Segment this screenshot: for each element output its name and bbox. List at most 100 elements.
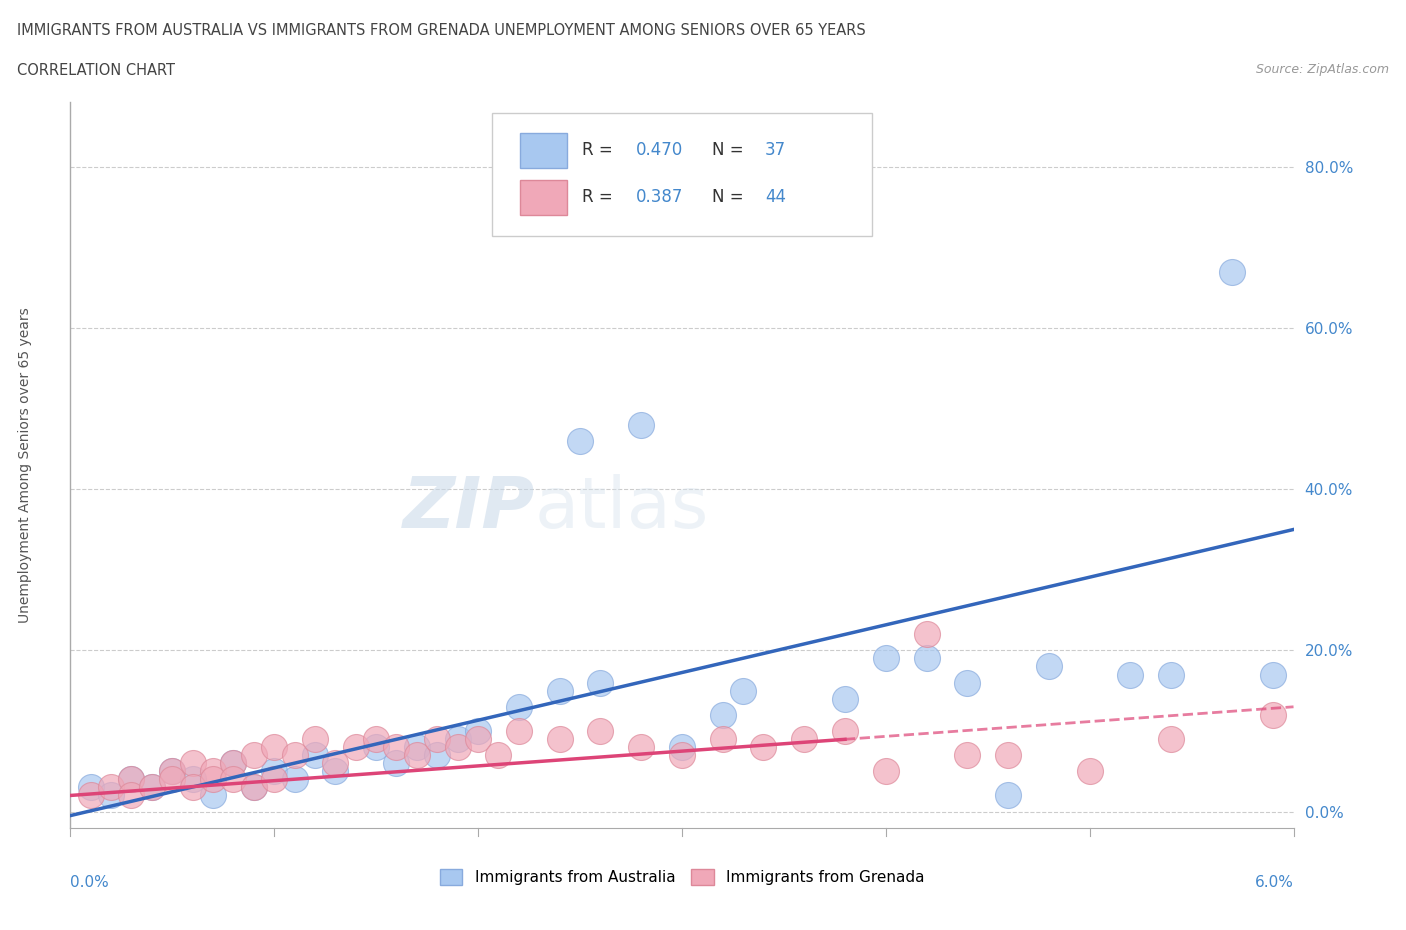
Immigrants from Australia	[100, 788, 122, 803]
Immigrants from Grenada	[447, 739, 470, 754]
Immigrants from Australia	[711, 708, 734, 723]
Immigrants from Australia	[304, 748, 326, 763]
Immigrants from Australia	[284, 772, 307, 787]
Immigrants from Australia	[121, 772, 143, 787]
Immigrants from Australia	[222, 756, 245, 771]
Immigrants from Grenada	[589, 724, 612, 738]
Immigrants from Australia	[1263, 667, 1285, 682]
Immigrants from Australia	[79, 780, 103, 795]
Immigrants from Grenada	[162, 772, 183, 787]
Text: atlas: atlas	[536, 474, 710, 543]
Immigrants from Grenada	[181, 756, 204, 771]
Immigrants from Australia	[1038, 659, 1060, 674]
Immigrants from Grenada	[630, 739, 652, 754]
Immigrants from Australia	[671, 739, 693, 754]
Immigrants from Australia	[243, 780, 266, 795]
Immigrants from Australia	[548, 684, 571, 698]
Text: 0.0%: 0.0%	[70, 875, 110, 890]
Immigrants from Australia	[325, 764, 347, 778]
Immigrants from Grenada	[121, 772, 143, 787]
Text: N =: N =	[713, 188, 749, 206]
Text: Source: ZipAtlas.com: Source: ZipAtlas.com	[1256, 63, 1389, 76]
Immigrants from Grenada	[222, 756, 245, 771]
Immigrants from Grenada	[752, 739, 775, 754]
Immigrants from Grenada	[243, 748, 266, 763]
FancyBboxPatch shape	[520, 133, 567, 167]
Immigrants from Grenada	[1160, 732, 1182, 747]
Immigrants from Grenada	[222, 772, 245, 787]
Immigrants from Australia	[997, 788, 1019, 803]
Text: 37: 37	[765, 141, 786, 159]
Immigrants from Grenada	[426, 732, 449, 747]
Text: ZIP: ZIP	[404, 474, 536, 543]
Immigrants from Grenada	[467, 732, 489, 747]
Immigrants from Australia	[875, 651, 897, 666]
Immigrants from Australia	[406, 739, 429, 754]
Immigrants from Australia	[569, 433, 592, 448]
Immigrants from Grenada	[997, 748, 1019, 763]
Text: R =: R =	[582, 141, 617, 159]
Immigrants from Australia	[467, 724, 489, 738]
Text: Unemployment Among Seniors over 65 years: Unemployment Among Seniors over 65 years	[18, 307, 32, 623]
Immigrants from Grenada	[79, 788, 103, 803]
Immigrants from Grenada	[834, 724, 856, 738]
Immigrants from Australia	[426, 748, 449, 763]
Immigrants from Australia	[1160, 667, 1182, 682]
Text: 6.0%: 6.0%	[1254, 875, 1294, 890]
Immigrants from Australia	[385, 756, 408, 771]
Immigrants from Grenada	[121, 788, 143, 803]
Immigrants from Grenada	[202, 772, 225, 787]
Immigrants from Grenada	[100, 780, 122, 795]
Immigrants from Grenada	[263, 739, 285, 754]
Immigrants from Australia	[915, 651, 938, 666]
Text: 0.387: 0.387	[636, 188, 683, 206]
Immigrants from Australia	[447, 732, 470, 747]
Immigrants from Australia	[181, 772, 204, 787]
Text: 44: 44	[765, 188, 786, 206]
Text: R =: R =	[582, 188, 617, 206]
Immigrants from Australia	[834, 691, 856, 706]
Immigrants from Grenada	[671, 748, 693, 763]
Immigrants from Grenada	[488, 748, 510, 763]
Immigrants from Grenada	[284, 748, 307, 763]
Text: IMMIGRANTS FROM AUSTRALIA VS IMMIGRANTS FROM GRENADA UNEMPLOYMENT AMONG SENIORS : IMMIGRANTS FROM AUSTRALIA VS IMMIGRANTS …	[17, 23, 866, 38]
Immigrants from Grenada	[406, 748, 429, 763]
FancyBboxPatch shape	[520, 179, 567, 215]
Immigrants from Australia	[956, 675, 979, 690]
Immigrants from Grenada	[181, 780, 204, 795]
Immigrants from Grenada	[1078, 764, 1101, 778]
Immigrants from Australia	[263, 764, 285, 778]
Immigrants from Australia	[589, 675, 612, 690]
Immigrants from Grenada	[956, 748, 979, 763]
Immigrants from Grenada	[385, 739, 408, 754]
Immigrants from Grenada	[1263, 708, 1285, 723]
Immigrants from Grenada	[325, 756, 347, 771]
Immigrants from Grenada	[344, 739, 367, 754]
Immigrants from Grenada	[263, 772, 285, 787]
Immigrants from Australia	[1119, 667, 1142, 682]
Immigrants from Australia	[1222, 264, 1244, 279]
Immigrants from Grenada	[366, 732, 388, 747]
Immigrants from Grenada	[548, 732, 571, 747]
Immigrants from Grenada	[141, 780, 163, 795]
Immigrants from Grenada	[711, 732, 734, 747]
Immigrants from Grenada	[875, 764, 897, 778]
Text: 0.470: 0.470	[636, 141, 683, 159]
Immigrants from Australia	[162, 764, 183, 778]
Text: CORRELATION CHART: CORRELATION CHART	[17, 63, 174, 78]
Immigrants from Grenada	[243, 780, 266, 795]
Immigrants from Grenada	[202, 764, 225, 778]
FancyBboxPatch shape	[492, 113, 872, 236]
Immigrants from Australia	[508, 699, 530, 714]
Immigrants from Grenada	[915, 627, 938, 642]
Legend: Immigrants from Australia, Immigrants from Grenada: Immigrants from Australia, Immigrants fr…	[432, 861, 932, 893]
Immigrants from Grenada	[508, 724, 530, 738]
Immigrants from Australia	[202, 788, 225, 803]
Text: N =: N =	[713, 141, 749, 159]
Immigrants from Australia	[366, 739, 388, 754]
Immigrants from Grenada	[304, 732, 326, 747]
Immigrants from Australia	[141, 780, 163, 795]
Immigrants from Australia	[630, 418, 652, 432]
Immigrants from Grenada	[793, 732, 815, 747]
Immigrants from Australia	[733, 684, 755, 698]
